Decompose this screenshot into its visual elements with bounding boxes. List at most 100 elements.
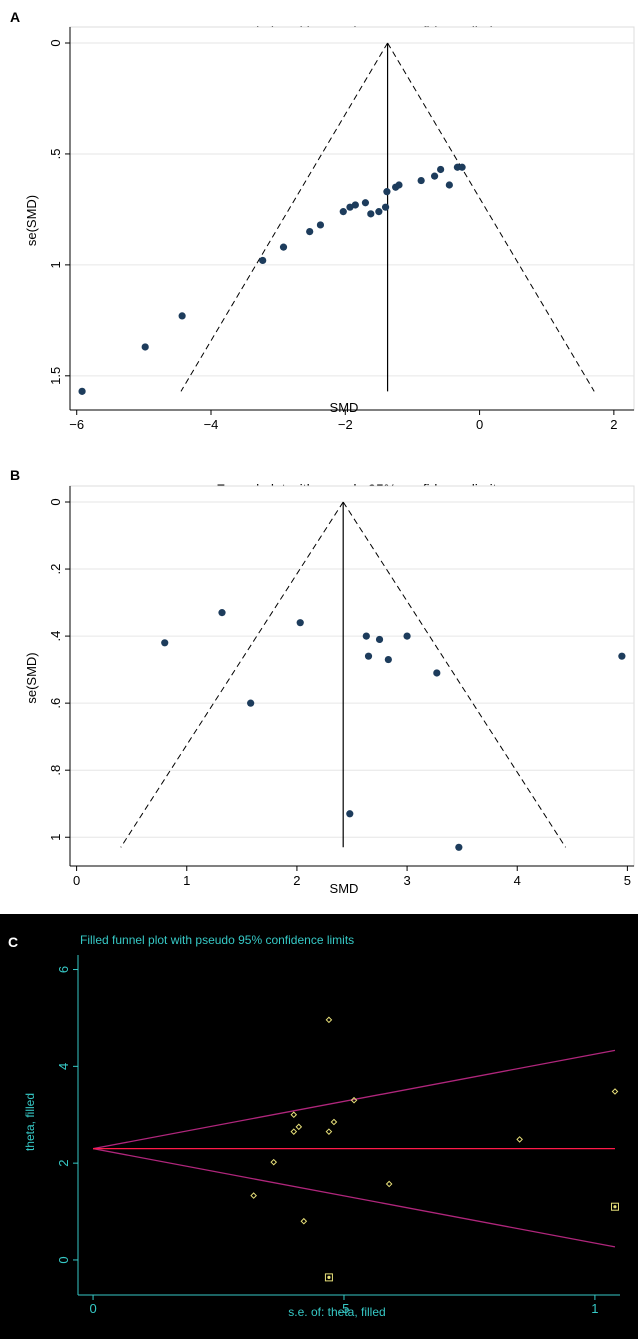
x-tick-label: −4: [204, 417, 219, 432]
observed-study-point: [330, 1118, 338, 1126]
observed-study-point: [270, 1158, 278, 1166]
study-point: [218, 609, 226, 617]
y-tick-label: .5: [48, 149, 63, 160]
x-tick-label: 0: [476, 417, 483, 432]
funnel-upper-limit: [342, 501, 566, 848]
study-point: [367, 210, 375, 218]
study-point: [279, 243, 288, 251]
study-point: [141, 343, 149, 351]
funnel-upper-limit: [92, 1049, 616, 1150]
panel-background: [0, 914, 638, 1339]
y-tick-label: 4: [56, 1063, 71, 1070]
study-point: [364, 652, 373, 660]
y-tick-label: .6: [48, 698, 63, 709]
y-tick-label: 2: [56, 1160, 71, 1167]
y-tick-label: 0: [48, 39, 63, 46]
study-point: [433, 669, 441, 677]
observed-study-point: [325, 1016, 333, 1024]
x-axis-label: SMD: [330, 881, 359, 896]
study-point: [306, 227, 314, 236]
plot-area: [69, 26, 635, 411]
observed-study-point: [300, 1217, 308, 1225]
x-tick-label: 5: [624, 873, 631, 888]
panel-label: C: [8, 934, 18, 950]
funnel-upper-limit: [387, 42, 595, 392]
study-point: [383, 188, 391, 196]
y-tick-label: .2: [48, 564, 63, 575]
chart-title: Filled funnel plot with pseudo 95% confi…: [80, 933, 354, 947]
observed-study-point: [290, 1111, 298, 1119]
filled-study-point: [610, 1202, 619, 1211]
study-point: [458, 163, 466, 171]
x-tick-label: 3: [403, 873, 410, 888]
panel-label: B: [10, 467, 20, 483]
x-axis-label: SMD: [330, 400, 359, 415]
x-tick-label: 1: [183, 873, 190, 888]
x-tick-label: .5: [339, 1301, 350, 1316]
observed-study-point: [611, 1088, 619, 1095]
study-point: [361, 199, 370, 207]
observed-study-point: [295, 1123, 303, 1131]
study-point: [346, 810, 354, 818]
study-point: [417, 176, 425, 185]
filled-study-point-dot: [613, 1205, 617, 1209]
y-tick-label: 1.5: [48, 367, 63, 385]
x-tick-label: 0: [89, 1301, 96, 1316]
study-point: [395, 181, 403, 189]
study-point: [362, 632, 370, 640]
y-tick-label: .4: [48, 631, 63, 642]
study-point: [455, 843, 463, 851]
study-point: [316, 221, 325, 229]
x-tick-label: 1: [591, 1301, 598, 1316]
study-point: [437, 165, 445, 174]
panel-A: AFunnel plot with pseudo 95% confidence …: [10, 9, 635, 432]
study-point: [384, 655, 392, 664]
study-point: [178, 312, 186, 320]
study-point: [259, 256, 267, 265]
y-tick-label: 1: [48, 834, 63, 841]
x-tick-label: −6: [69, 417, 84, 432]
y-tick-label: .8: [48, 765, 63, 776]
observed-study-point: [516, 1136, 523, 1143]
study-point: [351, 201, 359, 209]
y-axis-label: se(SMD): [24, 195, 39, 246]
y-tick-label: 1: [48, 261, 63, 268]
x-tick-label: −2: [338, 417, 353, 432]
study-point: [161, 639, 169, 647]
funnel-lower-limit: [120, 501, 344, 848]
funnel-lower-limit: [180, 42, 389, 392]
x-tick-label: 2: [610, 417, 617, 432]
x-tick-label: 4: [514, 873, 521, 888]
y-axis-label: theta, filled: [23, 1093, 37, 1151]
panel-B: BFunnel plot with pseudo 95% confidence …: [10, 467, 635, 896]
observed-study-point: [325, 1128, 333, 1135]
observed-study-point: [250, 1192, 257, 1199]
funnel-lower-limit: [92, 1147, 616, 1248]
study-point: [618, 652, 626, 660]
y-axis-label: se(SMD): [24, 652, 39, 703]
filled-study-point-dot: [327, 1275, 331, 1279]
study-point: [339, 208, 347, 216]
study-point: [430, 172, 439, 180]
study-point: [247, 699, 255, 707]
y-tick-label: 6: [56, 966, 71, 973]
panel-C: C Filled funnel plot with pseudo 95% conf…: [0, 914, 638, 1339]
y-tick-label: 0: [48, 498, 63, 505]
observed-study-point: [350, 1096, 358, 1104]
study-point: [78, 387, 86, 395]
panel-label: A: [10, 9, 20, 25]
study-point: [445, 181, 453, 189]
study-point: [296, 619, 304, 627]
study-point: [403, 632, 411, 640]
study-point: [375, 208, 383, 216]
x-tick-label: 2: [293, 873, 300, 888]
plot-area: [69, 485, 635, 867]
y-tick-label: 0: [56, 1256, 71, 1263]
study-point: [381, 203, 390, 211]
observed-study-point: [290, 1128, 298, 1135]
observed-study-point: [385, 1180, 393, 1188]
study-point: [375, 635, 384, 644]
x-axis-label: s.e. of: theta, filled: [288, 1305, 385, 1319]
x-tick-label: 0: [73, 873, 80, 888]
